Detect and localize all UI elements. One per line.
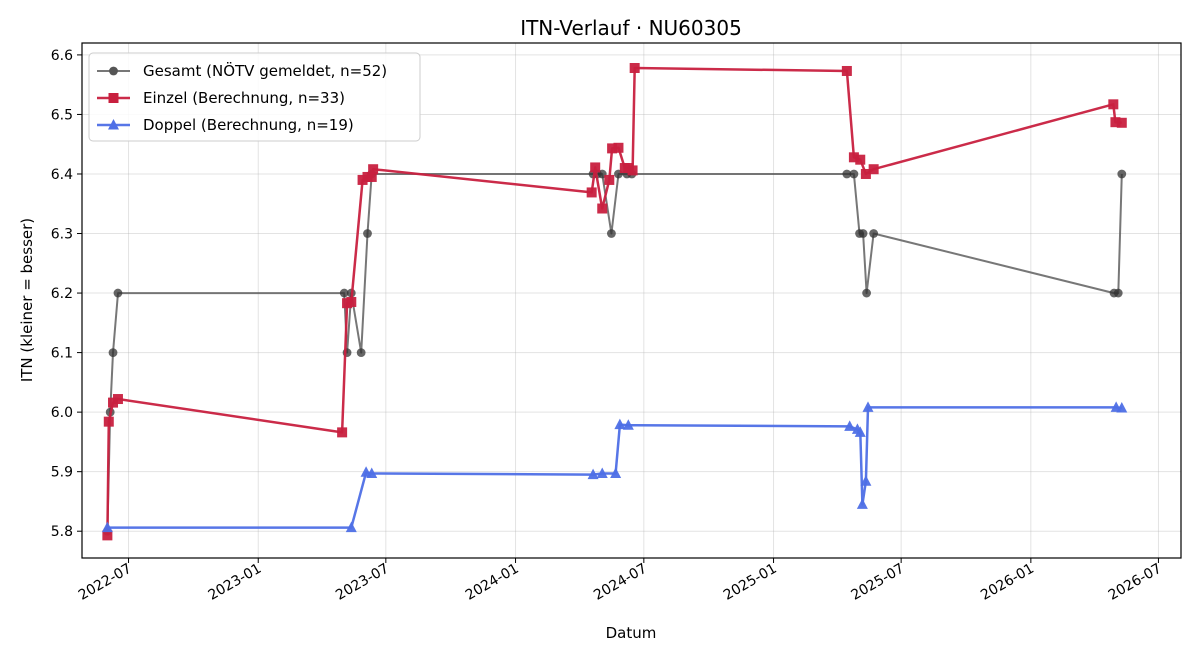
x-tick-label: 2022-07 [76,561,135,604]
data-point [868,164,879,175]
grid-lines [82,43,1181,558]
data-point [860,168,871,179]
data-point [849,169,859,179]
data-point [101,521,113,533]
y-tick-label: 6.1 [51,346,73,362]
data-point [854,426,866,437]
data-point [856,498,868,509]
legend-box [88,52,421,142]
series-group [101,63,1128,541]
x-tick-label: 2024-07 [591,561,650,604]
y-tick-label: 6.5 [51,107,73,123]
data-point [597,203,608,214]
data-point [627,165,638,176]
y-axis: 5.8 5.9 6.0 6.1 6.2 6.3 6.4 6.5 6.6 [51,48,82,540]
data-point [1116,117,1127,128]
legend-label: Doppel (Berechnung, n=19) [143,116,354,134]
data-point [103,416,114,427]
data-point [356,348,366,357]
y-tick-label: 5.8 [51,524,73,540]
data-point [848,152,859,163]
data-point [337,427,348,438]
data-point [1116,401,1128,413]
x-tick-label: 2026-07 [1106,561,1165,604]
series-3 [101,401,1128,533]
y-tick-label: 5.9 [51,465,73,481]
data-point [855,154,866,165]
x-tick-label: 2023-07 [333,561,392,604]
data-point [862,288,871,298]
y-tick-label: 6.4 [51,167,73,183]
data-point [363,229,372,238]
x-tick-label: 2026-01 [978,561,1037,604]
chart-title: ITN-Verlauf · NU60305 [520,16,742,40]
data-point [587,468,599,480]
data-point [629,63,640,74]
data-point [610,467,622,478]
data-point [366,171,377,182]
legend-label: Einzel (Berechnung, n=33) [143,89,345,107]
data-point [102,530,113,541]
y-tick-label: 6.2 [51,286,73,302]
x-tick-label: 2025-01 [721,561,780,604]
legend-marker [108,93,119,103]
x-tick-label: 2024-01 [463,561,522,604]
data-point [113,288,123,298]
x-tick-label: 2023-01 [206,561,265,604]
data-point [596,467,608,478]
data-point [858,229,868,238]
data-point [613,142,624,153]
y-tick-label: 6.0 [51,405,73,421]
data-point [614,418,626,430]
data-point [1113,288,1123,298]
data-point [590,162,601,173]
data-point [1110,117,1121,128]
legend-label: Gesamt (NÖTV gemeldet, n=52) [143,61,387,80]
x-axis-label: Datum [606,624,657,642]
data-point [607,229,616,238]
data-point [366,467,378,478]
y-axis-label: ITN (kleiner = besser) [18,218,36,382]
data-point [604,174,615,185]
data-point [622,419,634,430]
series-2 [102,63,1127,541]
data-point [112,394,123,405]
y-tick-label: 6.6 [51,48,73,64]
data-point [586,187,597,198]
data-point [607,143,618,154]
data-point [368,164,379,175]
legend-marker [109,66,118,76]
legend: Gesamt (NÖTV gemeldet, n=52) Einzel (Bere… [88,52,421,142]
data-point [860,475,872,486]
y-tick-label: 6.3 [51,227,73,243]
data-point [862,401,874,412]
plot-frame [81,42,1182,559]
data-point [346,296,357,307]
data-point [1108,99,1119,110]
series-markers [101,401,1128,533]
data-point [869,229,879,238]
x-axis: 2022-07 2023-01 2023-07 2024-01 2024-07 2025-… [76,558,1165,604]
data-point [1117,169,1127,179]
data-point [108,348,118,357]
legend-marker [108,119,119,130]
data-point [345,521,357,533]
x-tick-label: 2025-07 [848,561,907,604]
data-point [841,65,852,76]
data-point [339,288,349,298]
data-point [844,420,856,431]
series-markers [102,63,1127,541]
data-point [842,169,852,179]
series-line [107,406,1122,529]
